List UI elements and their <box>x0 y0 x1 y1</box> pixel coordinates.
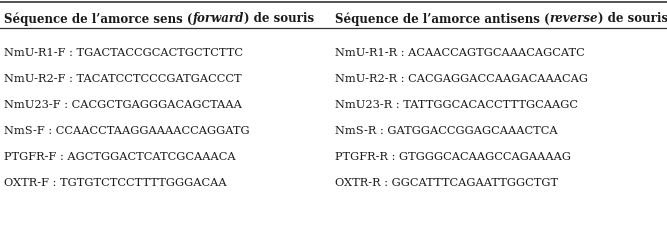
Text: reverse: reverse <box>550 12 598 25</box>
Text: NmS-R : GATGGACCGGAGCAAACTCA: NmS-R : GATGGACCGGAGCAAACTCA <box>335 126 558 136</box>
Text: Séquence de l’amorce sens (: Séquence de l’amorce sens ( <box>4 12 192 26</box>
Text: PTGFR-R : GTGGGCACAAGCCAGAAAAG: PTGFR-R : GTGGGCACAAGCCAGAAAAG <box>335 152 571 162</box>
Text: ) de souris: ) de souris <box>598 12 667 25</box>
Text: OXTR-F : TGTGTCTCCTTTTGGGACAA: OXTR-F : TGTGTCTCCTTTTGGGACAA <box>4 178 227 188</box>
Text: Séquence de l’amorce antisens (: Séquence de l’amorce antisens ( <box>335 12 550 26</box>
Text: NmU-R2-F : TACATCCTCCCGATGACCCT: NmU-R2-F : TACATCCTCCCGATGACCCT <box>4 74 241 84</box>
Text: NmS-F : CCAACCTAAGGAAAACCAGGATG: NmS-F : CCAACCTAAGGAAAACCAGGATG <box>4 126 249 136</box>
Text: OXTR-R : GGCATTTCAGAATTGGCTGT: OXTR-R : GGCATTTCAGAATTGGCTGT <box>335 178 558 188</box>
Text: NmU-R2-R : CACGAGGACCAAGACAAACAG: NmU-R2-R : CACGAGGACCAAGACAAACAG <box>335 74 588 84</box>
Text: ) de souris: ) de souris <box>243 12 314 25</box>
Text: PTGFR-F : AGCTGGACTCATCGCAAACA: PTGFR-F : AGCTGGACTCATCGCAAACA <box>4 152 235 162</box>
Text: NmU-R1-R : ACAACCAGTGCAAACAGCATC: NmU-R1-R : ACAACCAGTGCAAACAGCATC <box>335 48 585 58</box>
Text: NmU23-R : TATTGGCACACCTTTGCAAGC: NmU23-R : TATTGGCACACCTTTGCAAGC <box>335 100 578 110</box>
Text: NmU23-F : CACGCTGAGGGACAGCTAAA: NmU23-F : CACGCTGAGGGACAGCTAAA <box>4 100 242 110</box>
Text: forward: forward <box>192 12 243 25</box>
Text: NmU-R1-F : TGACTACCGCACTGCTCTTC: NmU-R1-F : TGACTACCGCACTGCTCTTC <box>4 48 243 58</box>
